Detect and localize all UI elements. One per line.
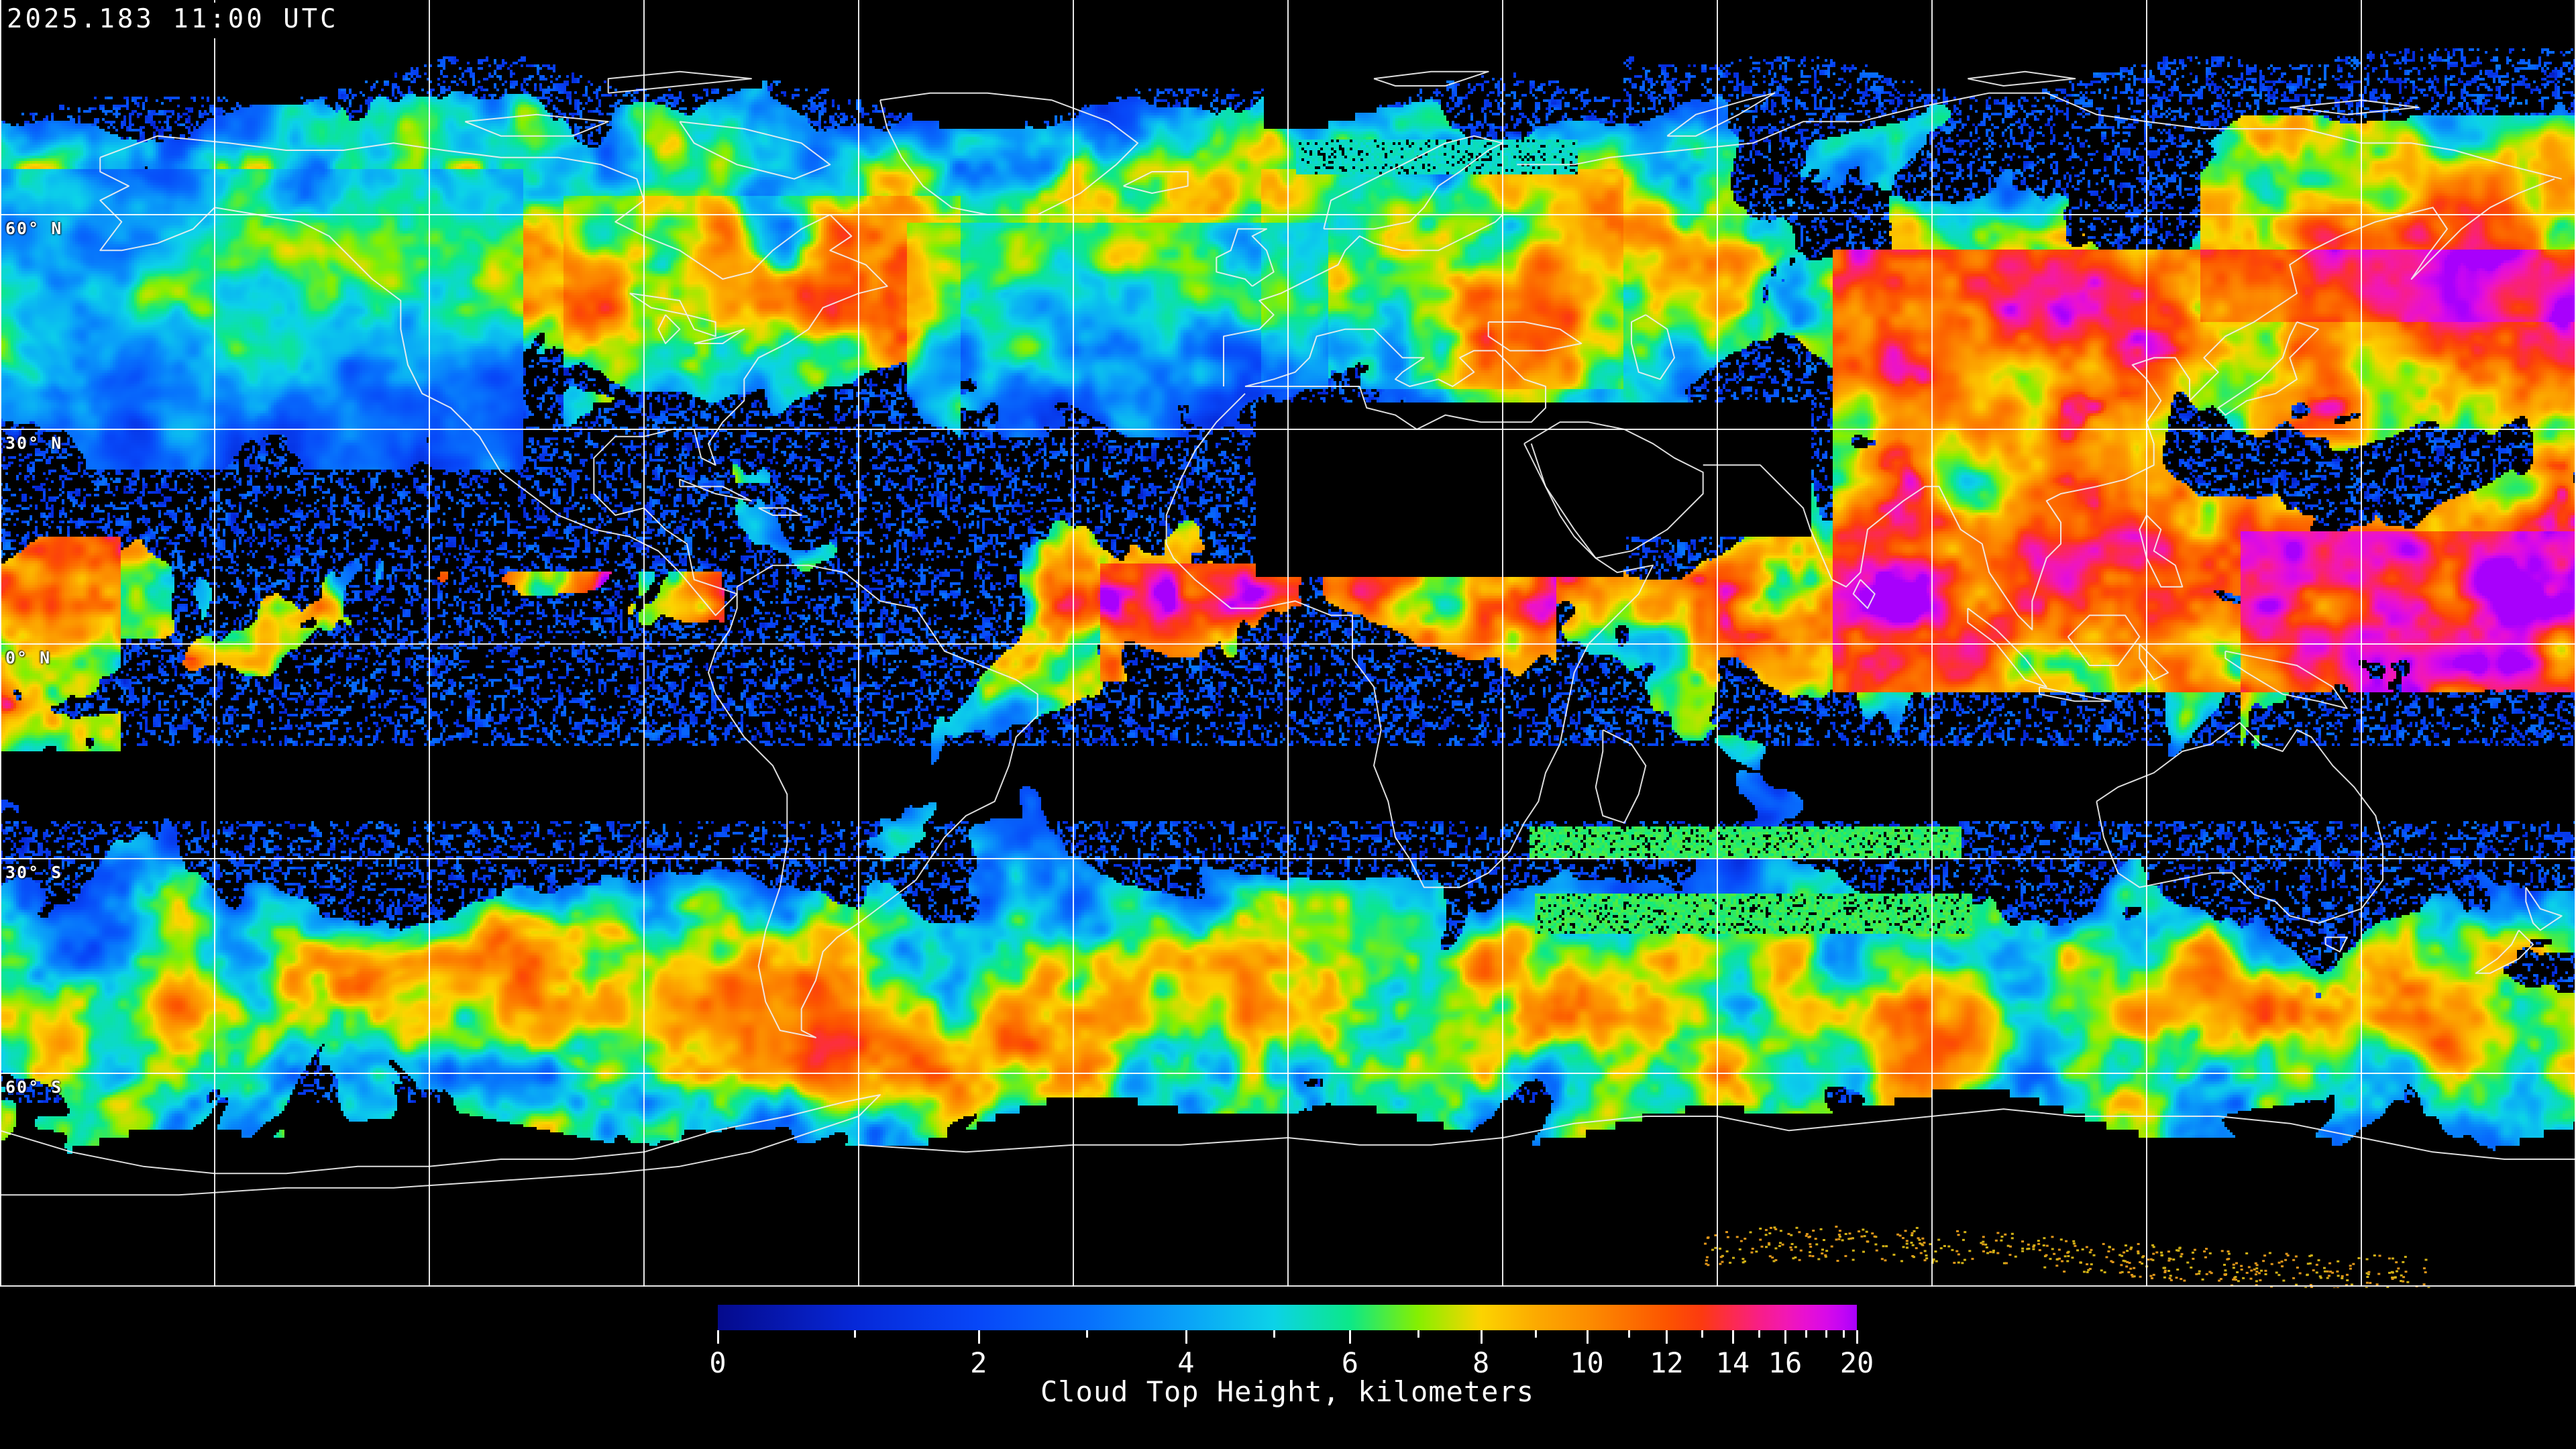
coastline-path [464,113,609,137]
coastline-path [1523,421,1704,559]
coastline-path [2324,936,2348,953]
colorbar-tick [1628,1330,1631,1338]
coastline-path [1703,178,2555,631]
colorbar-tick [977,1330,980,1344]
coastline-path [2139,643,2169,681]
map-overlay [0,0,2576,1287]
coastline-path [2067,614,2141,666]
coastline-path [686,314,716,337]
colorbar-tick [1731,1330,1734,1344]
latitude-label: 30° S [5,863,63,882]
colorbar-tick [1086,1330,1089,1338]
colorbar-tick [1805,1330,1807,1338]
colorbar-tick [1480,1330,1483,1344]
coastline-path [2290,99,2420,115]
coastline-path [1323,135,1503,230]
colorbar-tick-label: 4 [1177,1346,1195,1379]
colorbar-tick-label: 16 [1768,1346,1803,1379]
coastline-path [1244,328,1546,430]
coastline-path [629,292,688,316]
colorbar-tick [717,1330,719,1344]
coastline-path [607,70,752,94]
coastline-path [758,507,802,516]
colorbar-tick-label: 10 [1570,1346,1604,1379]
timestamp-label: 2025.183 11:00 UTC [5,3,348,38]
coastline-path [2475,929,2534,974]
colorbar-tick [1842,1330,1845,1338]
coastline-path [2096,722,2383,924]
colorbar-tick-label: 8 [1472,1346,1490,1379]
coastline-path [679,121,831,180]
coastline-path [2139,515,2184,588]
coastline-path [1517,92,2562,180]
coastline-path [1487,321,1582,352]
coastline-path [1216,228,1275,287]
colorbar-tick-label: 14 [1715,1346,1750,1379]
coastline-path [1852,579,1876,609]
coastline-path [1631,314,1675,380]
coastline-path [0,1094,881,1196]
coastline-path [1223,214,1503,386]
latitude-label: 30° N [5,433,63,453]
colorbar-gradient [718,1305,1857,1330]
colorbar-tick [1758,1330,1760,1338]
coastline-path [99,135,888,616]
coastline-path [2224,650,2348,709]
coastline-path [1373,70,1489,87]
colorbar-tick [1784,1330,1787,1344]
coastlines [0,70,2576,1196]
coastline-path [1968,70,2076,87]
colorbar-tick [1825,1330,1828,1338]
coastline-path [2525,887,2563,931]
coastline-path [879,92,1138,215]
colorbar-tick [1586,1330,1589,1344]
coastline-path [708,564,1038,1038]
coastline-path [1123,171,1189,194]
colorbar-tick [1273,1330,1275,1338]
colorbar-tick [1701,1330,1704,1338]
colorbar: 0 2 4 6 8 10 12 14 16 20 [709,1305,1874,1385]
coastline-path [694,328,745,344]
coastline-path [1165,392,1654,888]
coastline-path [858,1108,2576,1160]
colorbar-tick [853,1330,856,1338]
coastline-path [1967,607,2047,688]
colorbar-tick [1417,1330,1420,1338]
colorbar-tick [1535,1330,1538,1338]
graticule [0,0,2576,1287]
colorbar-tick [1666,1330,1668,1344]
colorbar-tick-label: 20 [1839,1346,1874,1379]
colorbar-tick [1856,1330,1858,1344]
latitude-label: 60° S [5,1077,63,1097]
latitude-label: 60° N [5,219,63,238]
coastline-path [657,314,681,344]
colorbar-tick [1185,1330,1187,1344]
colorbar-title: Cloud Top Height, kilometers [1040,1375,1534,1408]
colorbar-tick-label: 0 [709,1346,727,1379]
latitude-label: 0° N [5,648,52,667]
coastline-path [1666,92,1776,137]
coastline-path [679,478,752,502]
coastline-path [2039,686,2112,702]
colorbar-tick-label: 6 [1341,1346,1359,1379]
colorbar-tick [1349,1330,1352,1344]
coastline-path [2217,321,2319,416]
colorbar-tick-label: 12 [1650,1346,1684,1379]
coastline-path [1595,729,1647,824]
colorbar-tick-label: 2 [970,1346,987,1379]
map-border [0,0,2576,1287]
